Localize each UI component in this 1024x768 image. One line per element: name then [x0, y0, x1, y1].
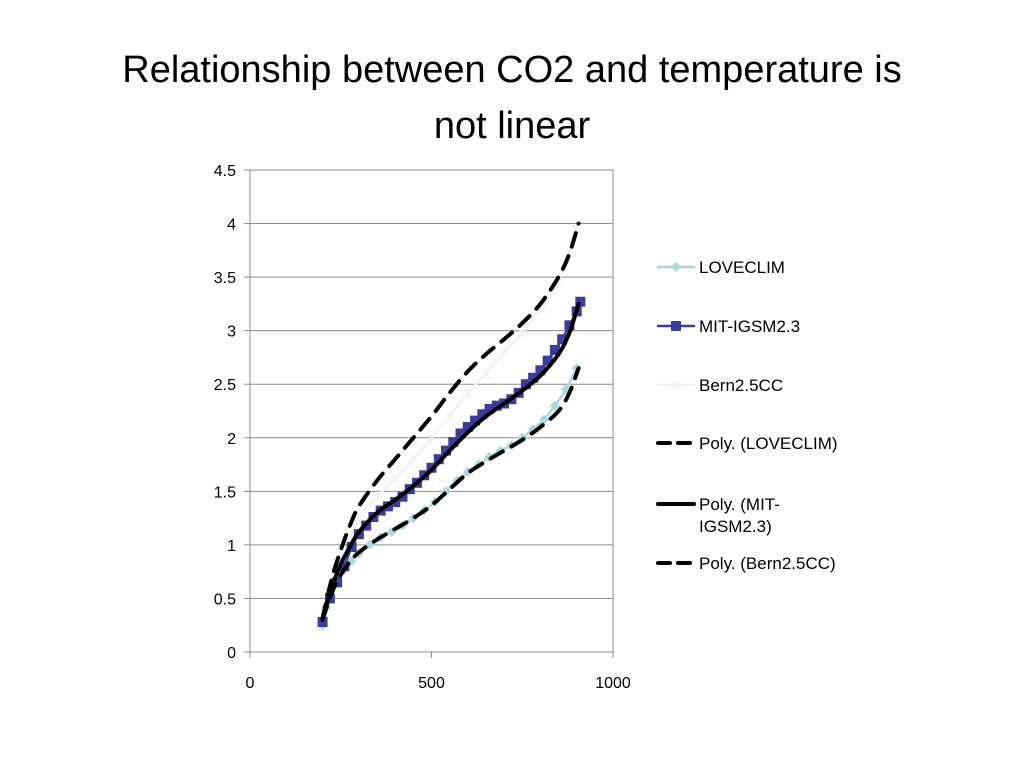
legend-label: Poly. (MIT-IGSM2.3): [699, 495, 780, 536]
data-point-mit-igsm2-3: [575, 296, 586, 307]
data-point-mit-igsm2-3: [549, 344, 560, 355]
x-tick-label: 0: [246, 675, 255, 692]
y-tick-label: 4.5: [214, 163, 236, 180]
data-point-mit-igsm2-3: [332, 577, 343, 588]
legend-label: Bern2.5CC: [699, 376, 783, 395]
data-point-bern2-5cc: [499, 347, 509, 358]
y-tick-label: 2: [227, 431, 236, 448]
y-tick-label: 2.5: [214, 377, 236, 394]
data-point-bern2-5cc: [372, 491, 382, 502]
series-line-mit-igsm2-3: [321, 300, 582, 624]
legend-item-poly-bern2-5cc: Poly. (Bern2.5CC): [656, 554, 836, 573]
series-lines: [317, 221, 586, 631]
data-point-mit-igsm2-3: [542, 355, 553, 366]
legend-item-bern2-5cc: Bern2.5CC: [656, 376, 783, 395]
series-poly-loveclim: [320, 366, 581, 622]
data-point-mit-igsm2-3: [448, 437, 459, 448]
data-point-mit-igsm2-3: [528, 372, 539, 383]
legend-label: Poly. (Bern2.5CC): [699, 554, 836, 573]
legend-item-poly-mit-igsm2-3: Poly. (MIT-IGSM2.3): [656, 495, 780, 536]
data-point-mit-igsm2-3: [433, 454, 444, 465]
legend-swatch-marker: [671, 380, 681, 390]
data-point-mit-igsm2-3: [520, 379, 531, 390]
legend-label: Poly. (LOVECLIM): [699, 434, 838, 453]
y-tick-label: 3: [227, 324, 236, 341]
slide-title-line-2: not linear: [433, 105, 591, 147]
y-tick-label: 1: [227, 538, 236, 555]
series-poly-bern2-5cc: [320, 221, 581, 620]
series-line-bern2-5cc: [321, 227, 578, 622]
legend-swatch-marker: [671, 321, 681, 331]
slide-title: Relationship between CO2 and temperature…: [60, 42, 964, 154]
y-tick-label: 0: [227, 645, 236, 662]
data-point-mit-igsm2-3: [564, 320, 575, 331]
data-point-bern2-5cc: [408, 454, 418, 465]
data-point-bern2-5cc: [517, 327, 527, 338]
series-loveclim: [317, 363, 582, 631]
data-point-bern2-5cc: [463, 387, 473, 398]
series-line-poly-mit-igsm2-3: [320, 301, 581, 622]
data-point-mit-igsm2-3: [535, 365, 546, 376]
y-tick-label: 0.5: [214, 591, 236, 608]
data-point-mit-igsm2-3: [441, 445, 452, 456]
gridlines: [250, 169, 614, 652]
y-tick-label: 3.5: [214, 270, 236, 287]
data-point-bern2-5cc: [426, 432, 437, 443]
legend-label: LOVECLIM: [699, 258, 785, 277]
x-tick-label: 500: [418, 675, 445, 692]
data-point-mit-igsm2-3: [477, 409, 488, 420]
legend-swatch-marker: [671, 262, 681, 272]
legend-item-poly-loveclim: Poly. (LOVECLIM): [656, 434, 838, 453]
data-point-bern2-5cc: [445, 411, 455, 422]
series-line-poly-loveclim: [320, 366, 581, 622]
data-point-mit-igsm2-3: [462, 422, 473, 433]
slide-title-line-1: Relationship between CO2 and temperature…: [122, 49, 902, 91]
data-point-bern2-5cc: [390, 473, 400, 484]
axes: 0 0.5 1 1.5 2 2.5 3 3.5 4 4.5 0 500 1000: [214, 163, 631, 692]
y-tick-label: 4: [227, 217, 236, 234]
data-point-mit-igsm2-3: [470, 415, 481, 426]
data-point-loveclim: [539, 414, 550, 425]
data-point-mit-igsm2-3: [455, 428, 466, 439]
series-mit-igsm2-3: [317, 296, 586, 628]
legend-label: MIT-IGSM2.3: [699, 317, 800, 336]
x-tick-label: 1000: [595, 675, 631, 692]
data-point-loveclim: [549, 400, 560, 411]
series-line-loveclim: [321, 366, 578, 627]
data-point-bern2-5cc: [481, 368, 491, 379]
series-line-poly-bern2-5cc: [320, 221, 581, 620]
data-point-mit-igsm2-3: [557, 334, 568, 345]
legend: LOVECLIM MIT-IGSM2.3 Bern2.5CC Poly. (LOVEC…: [656, 258, 838, 573]
data-point-mit-igsm2-3: [491, 400, 502, 411]
legend-item-mit-igsm2-3: MIT-IGSM2.3: [656, 317, 800, 336]
series-poly-mit-igsm2-3: [320, 301, 581, 622]
data-point-mit-igsm2-3: [484, 403, 495, 414]
legend-item-loveclim: LOVECLIM: [656, 258, 785, 277]
data-point-mit-igsm2-3: [317, 617, 328, 628]
y-tick-label: 1.5: [214, 484, 236, 501]
